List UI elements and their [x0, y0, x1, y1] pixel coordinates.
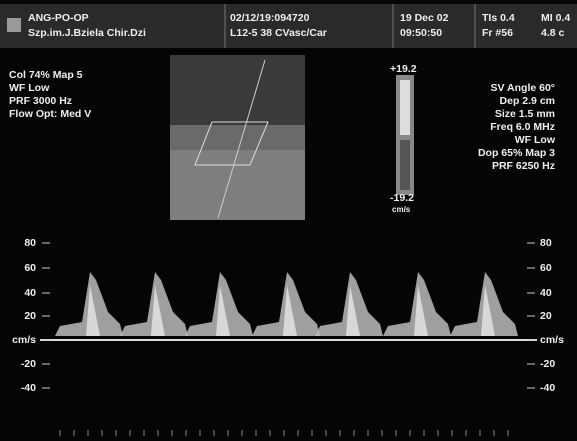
logo-icon: [7, 18, 21, 32]
scale-label: cm/s: [540, 334, 564, 346]
scale-label: 60: [540, 262, 552, 274]
header-text: 19 Dec 02: [400, 12, 449, 24]
header-text: ANG-PO-OP: [28, 12, 89, 24]
header-text: MI 0.4: [541, 12, 570, 24]
setting-text: Freq 6.0 MHz: [490, 121, 555, 133]
setting-text: WF Low: [9, 82, 50, 94]
setting-text: Dep 2.9 cm: [500, 95, 555, 107]
ultrasound-screen: ANG-PO-OP Szp.im.J.Bziela Chir.Dzi 02/12/1…: [0, 0, 577, 441]
scale-label: cm/s: [12, 334, 36, 346]
header-text: L12-5 38 CVasc/Car: [230, 27, 327, 39]
scale-label: 60: [24, 262, 36, 274]
scale-label: 40: [24, 287, 36, 299]
header-text: 09:50:50: [400, 27, 442, 39]
color-bar-bottom: [400, 140, 410, 190]
setting-text: PRF 6250 Hz: [492, 160, 555, 172]
setting-text: WF Low: [515, 134, 556, 146]
scale-label: -20: [540, 358, 555, 370]
setting-text: Col 74% Map 5: [9, 69, 83, 81]
setting-text: Dop 65% Map 3: [478, 147, 555, 159]
color-bar-label: cm/s: [392, 205, 411, 214]
bmode-vessel: [170, 55, 305, 125]
setting-text: PRF 3000 Hz: [9, 95, 72, 107]
scale-label: 40: [540, 287, 552, 299]
header-text: 02/12/19:094720: [230, 12, 310, 24]
header-text: Szp.im.J.Bziela Chir.Dzi: [28, 27, 146, 39]
scale-label: -20: [21, 358, 36, 370]
setting-text: Size 1.5 mm: [495, 108, 555, 120]
header-text: Fr #56: [482, 27, 513, 39]
scale-label: 20: [24, 310, 36, 322]
scale-label: -40: [540, 382, 555, 394]
color-bar-label: +19.2: [390, 63, 417, 75]
color-bar-label: -19.2: [390, 192, 414, 204]
header-text: TIs 0.4: [482, 12, 515, 24]
bmode-tissue: [170, 150, 305, 220]
scale-label: 80: [540, 237, 552, 249]
scale-label: -40: [21, 382, 36, 394]
color-bar-top: [400, 80, 410, 135]
setting-text: Flow Opt: Med V: [9, 108, 91, 120]
scale-label: 80: [24, 237, 36, 249]
header-text: 4.8 c: [541, 27, 565, 39]
setting-text: SV Angle 60°: [491, 82, 556, 94]
scale-label: 20: [540, 310, 552, 322]
